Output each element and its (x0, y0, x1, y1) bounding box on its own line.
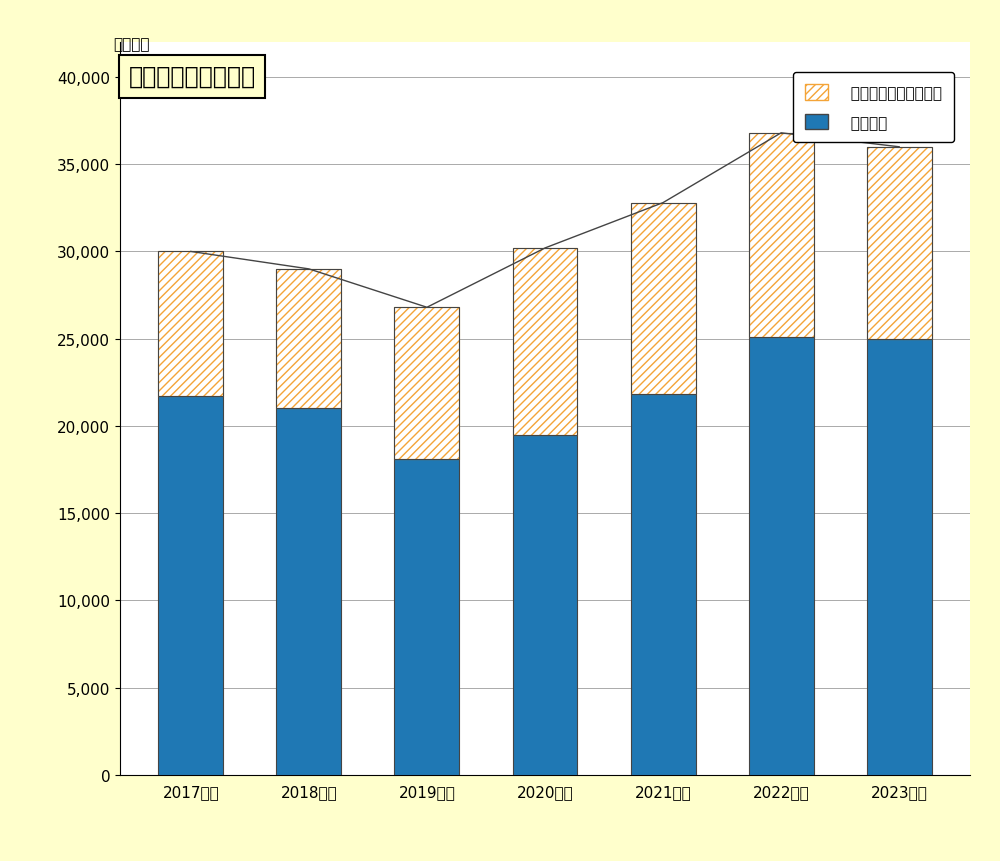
Bar (631, 203, 696, 395)
Bar (749, 133, 814, 338)
Bar (513, 249, 577, 435)
Bar (394, 460, 459, 775)
Bar (513, 249, 577, 435)
Bar (276, 269, 341, 409)
Text: （億円）: （億円） (114, 37, 150, 52)
Bar (276, 409, 341, 775)
Bar (631, 395, 696, 775)
Bar (158, 397, 223, 775)
Bar (749, 133, 814, 338)
Bar (276, 269, 341, 409)
Bar (394, 308, 459, 460)
Bar (867, 339, 932, 775)
Bar (867, 147, 932, 339)
Bar (631, 203, 696, 395)
Bar (158, 252, 223, 397)
Bar (867, 147, 932, 339)
Bar (394, 308, 459, 460)
Bar (749, 338, 814, 775)
Bar (513, 435, 577, 775)
Text: 国内市場規模の推移: 国内市場規模の推移 (128, 65, 256, 89)
Legend:   ネットワーク関連機器,   端末機器: ネットワーク関連機器, 端末機器 (793, 72, 954, 143)
Bar (158, 252, 223, 397)
